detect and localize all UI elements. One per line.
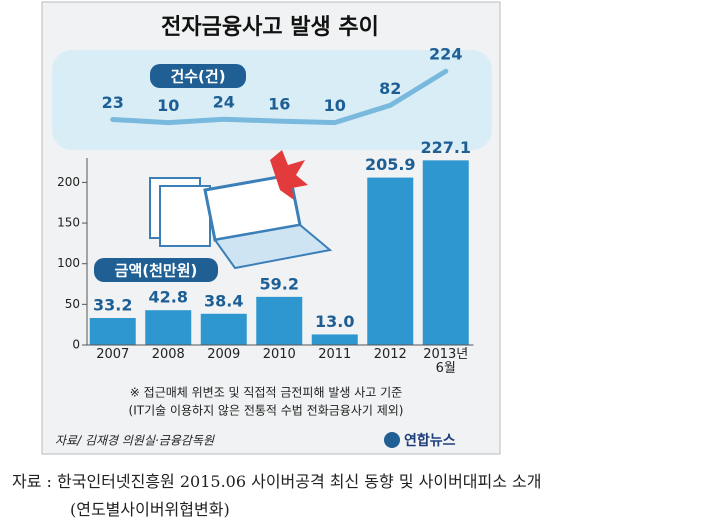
value-label: 42.8 <box>149 288 188 307</box>
x-tick-label: 2010 <box>262 347 296 362</box>
bar <box>145 310 192 345</box>
x-tick-label: 2013년 6월 <box>423 347 469 376</box>
value-label: 10 <box>324 96 346 115</box>
x-tick-label: 2008 <box>151 347 185 362</box>
chart-title: 전자금융사고 발생 추이 <box>161 15 379 40</box>
y-tick-label: 200 <box>57 175 80 189</box>
line <box>110 68 449 126</box>
note: ※ 접근매체 위변조 및 직접적 금전피해 발생 사고 기준 <box>130 386 402 400</box>
value-label: 205.9 <box>365 155 416 174</box>
value-label: 33.2 <box>93 296 132 315</box>
value-label: 10 <box>157 96 179 115</box>
value-label: 59.2 <box>260 274 299 293</box>
value-label: 224 <box>429 45 462 64</box>
logo-icon <box>384 432 400 448</box>
value-label: 38.4 <box>204 291 243 310</box>
caption: 자료 : 한국인터넷진흥원 2015.06 사이버공격 최신 동향 및 사이버대… <box>12 472 542 491</box>
line-label-box <box>150 64 246 88</box>
bar <box>422 160 469 345</box>
bar <box>256 296 303 345</box>
bar <box>200 313 247 345</box>
bar <box>311 334 358 345</box>
line-label: 건수(건) <box>170 68 225 86</box>
bar-label: 금액(천만원) <box>115 262 198 280</box>
value-label: 23 <box>102 93 124 112</box>
value-label: 24 <box>213 93 235 112</box>
illustration <box>149 150 333 270</box>
y-tick-label: 0 <box>72 338 80 352</box>
x-tick-label: 2009 <box>207 347 241 362</box>
credit: 자료/ 김재경 의원실·금융감독원 <box>55 434 215 448</box>
value-label: 82 <box>379 79 401 98</box>
x-tick-label: 2007 <box>96 347 130 362</box>
bar <box>89 318 136 345</box>
bar <box>367 177 414 345</box>
bar-label-box <box>94 258 218 282</box>
value-label: 227.1 <box>420 138 471 157</box>
y-tick-label: 100 <box>57 256 80 270</box>
value-label: 16 <box>268 95 290 114</box>
note: (IT기술 이용하지 않은 전통적 수법 전화금융사기 제외) <box>129 404 404 418</box>
y-tick-label: 50 <box>65 297 80 311</box>
value-label: 13.0 <box>315 312 354 331</box>
logo: 연합뉴스 <box>404 432 456 449</box>
x-tick-label: 2012 <box>373 347 407 362</box>
caption: (연도별사이버위협변화) <box>70 500 230 519</box>
x-tick-label: 2011 <box>318 347 352 362</box>
y-tick-label: 150 <box>57 216 80 230</box>
